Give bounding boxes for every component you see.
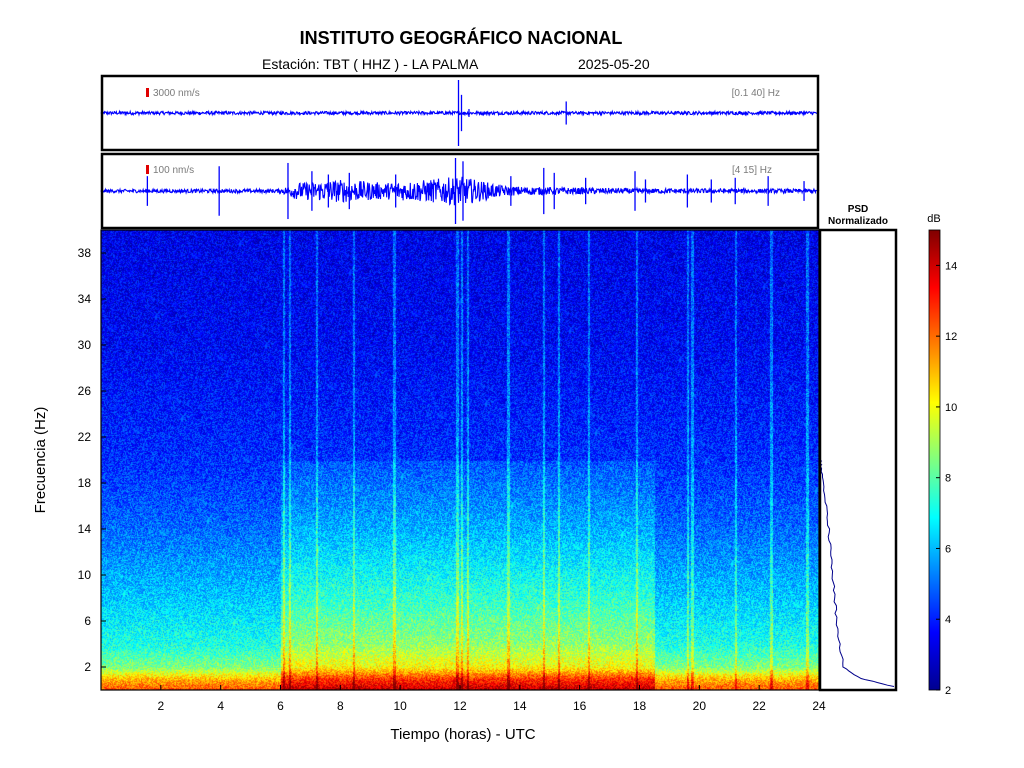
psd-title: PSD [848,204,869,215]
colorbar-tick-label: 2 [945,685,951,697]
spectrogram-panel: 2 4 6 8 10 12 14 16 18 20 22 24 261014182226303438 … [32,229,826,743]
x-tick-label: 12 [453,699,467,713]
seismogram-trace-1 [100,80,819,146]
seismogram-panel-2: 100 nm/s [4 15] Hz [100,152,820,230]
x-tick-label: 22 [752,699,766,713]
spectrogram-x-ticks: 2 4 6 8 10 12 14 16 18 20 22 24 [157,685,826,713]
seismogram-frame-2 [100,152,820,230]
y-tick-label: 14 [78,522,92,536]
x-tick-label: 20 [693,699,707,713]
colorbar-label: dB [927,213,940,225]
colorbar-tick-label: 6 [945,543,951,555]
x-tick-label: 14 [513,699,527,713]
colorbar-tick-label: 10 [945,402,957,414]
y-tick-label: 6 [84,614,91,628]
y-tick-label: 2 [84,660,91,674]
spectrogram-image [101,230,819,690]
seismogram-panel-1: 3000 nm/s [0.1 40] Hz [100,74,820,152]
filter-band-label-2: [4 15] Hz [732,165,772,176]
amplitude-scale-label-1: 3000 nm/s [153,88,200,99]
station-label: Estación: TBT ( HHZ ) - LA PALMA [262,56,479,72]
x-tick-label: 4 [217,699,224,713]
psd-panel: PSD Normalizado [818,204,898,692]
colorbar-tick-label: 14 [945,260,957,272]
psd-curve [819,459,895,687]
page-title: INSTITUTO GEOGRÁFICO NACIONAL [299,28,623,48]
amplitude-scale-marker-1 [146,88,149,97]
y-tick-label: 30 [78,338,92,352]
x-tick-label: 6 [277,699,284,713]
x-tick-label: 2 [157,699,164,713]
y-tick-label: 10 [78,568,92,582]
y-tick-label: 22 [78,430,92,444]
colorbar-tick-label: 4 [945,614,951,626]
filter-band-label-1: [0.1 40] Hz [732,88,780,99]
x-tick-label: 18 [633,699,647,713]
amplitude-scale-marker-2 [146,165,149,174]
colorbar-tick-label: 12 [945,331,957,343]
x-tick-label: 8 [337,699,344,713]
x-tick-label: 10 [393,699,407,713]
colorbar: dB 2 4 6 8 10 12 14 [927,213,957,697]
y-axis-title: Frecuencia (Hz) [32,407,49,514]
psd-subtitle: Normalizado [828,216,888,227]
y-tick-label: 38 [78,246,92,260]
psd-frame [818,228,898,692]
colorbar-gradient [928,229,941,691]
y-tick-label: 18 [78,476,92,490]
x-tick-label: 24 [812,699,826,713]
seismogram-frame-1 [100,74,820,152]
trace-path [100,109,819,117]
colorbar-ticks: 2 4 6 8 10 12 14 [936,260,957,697]
date-label: 2025-05-20 [578,56,650,72]
x-tick-label: 16 [573,699,587,713]
y-tick-label: 26 [78,384,92,398]
y-tick-label: 34 [78,292,92,306]
trace-path [100,176,820,206]
colorbar-tick-label: 8 [945,473,951,485]
amplitude-scale-label-2: 100 nm/s [153,165,194,176]
x-axis-title: Tiempo (horas) - UTC [390,726,535,743]
seismogram-trace-2 [100,158,820,224]
